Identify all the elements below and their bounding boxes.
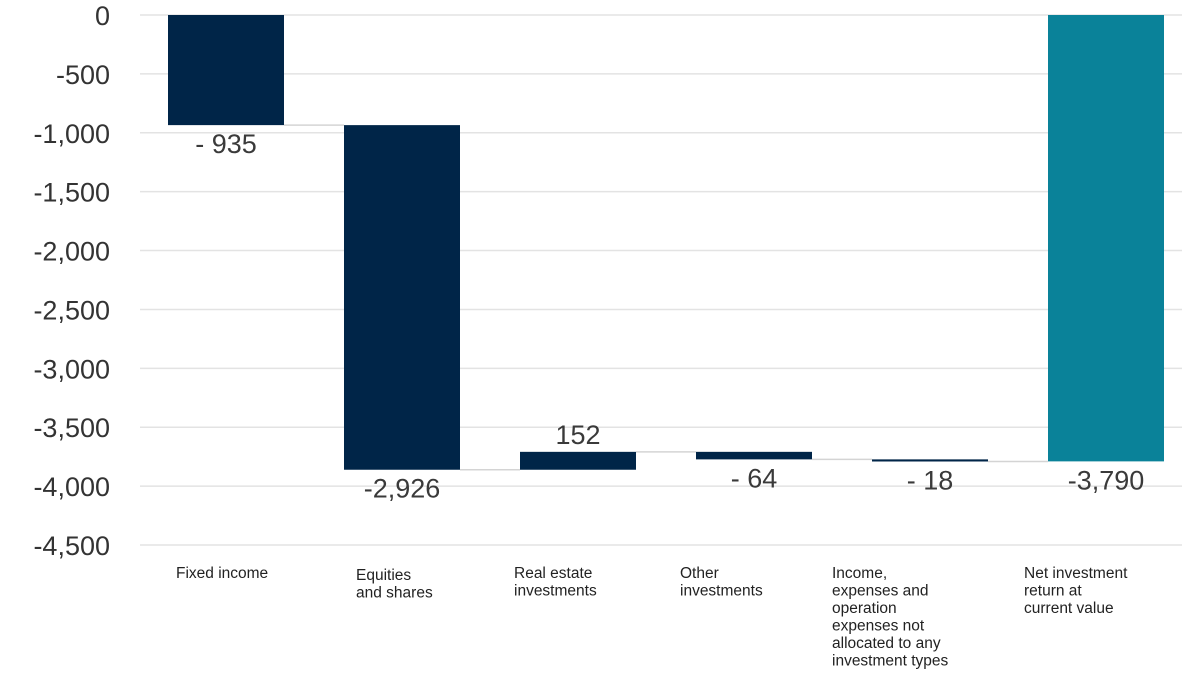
y-tick-label: -2,000	[33, 237, 110, 267]
data-label: - 64	[731, 463, 778, 493]
bar	[168, 15, 284, 126]
data-label: - 18	[907, 465, 954, 495]
y-tick-label: -2,500	[33, 295, 110, 325]
data-label: 152	[555, 420, 600, 450]
y-tick-label: -3,000	[33, 354, 110, 384]
bar	[872, 459, 988, 462]
y-tick-label: -500	[56, 60, 110, 90]
x-tick-label: Real estate investments	[514, 565, 597, 600]
bar	[1048, 15, 1164, 462]
bar	[696, 451, 812, 460]
y-tick-label: 0	[95, 1, 110, 31]
data-label: - 935	[195, 129, 257, 159]
y-tick-label: -1,000	[33, 119, 110, 149]
y-tick-label: -4,500	[33, 531, 110, 561]
x-tick-label: Fixed income	[176, 565, 268, 582]
data-label: -3,790	[1068, 465, 1145, 495]
bar	[344, 125, 460, 470]
bar	[520, 451, 636, 470]
x-tick-label: Equities and shares	[356, 567, 433, 602]
x-tick-label: Income, expenses and operation expenses not…	[832, 565, 949, 670]
x-tick-label: Other investments	[680, 565, 763, 600]
y-tick-label: -4,000	[33, 472, 110, 502]
data-label: -2,926	[364, 474, 441, 504]
y-tick-label: -3,500	[33, 413, 110, 443]
x-tick-label: Net investment return at current value	[1024, 565, 1128, 617]
y-tick-label: -1,500	[33, 178, 110, 208]
